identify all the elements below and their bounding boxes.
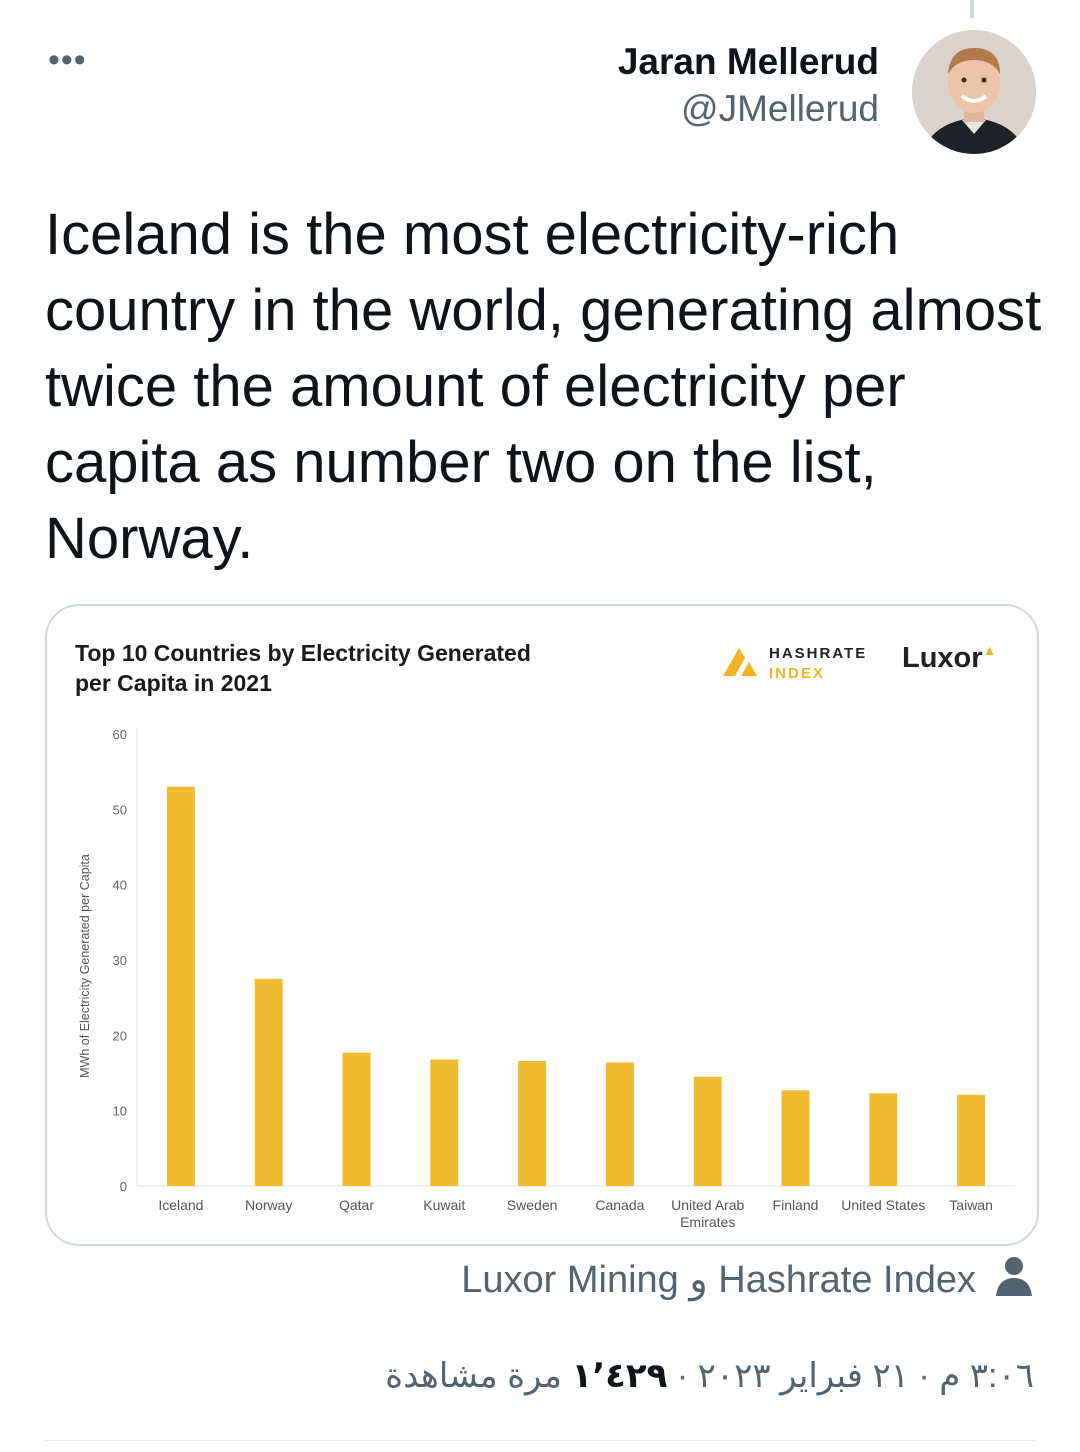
tweet-time[interactable]: ٣:٠٦ م [939, 1357, 1034, 1395]
y-tick-label: 30 [113, 953, 127, 968]
chart-title-line2: per Capita in 2021 [75, 670, 272, 696]
bar-norway [254, 978, 283, 1186]
meta-separator-2: · [676, 1357, 689, 1395]
luxor-logo: Luxor▲ [902, 642, 996, 675]
x-tick-label: Finland [773, 1197, 819, 1213]
thread-line [970, 0, 974, 18]
x-tick-label: Kuwait [423, 1197, 465, 1213]
person-icon [996, 1257, 1032, 1296]
x-tick-label: Canada [595, 1197, 644, 1213]
x-tick-label: Emirates [680, 1214, 735, 1230]
bar-sweden [518, 1060, 547, 1186]
media-attribution[interactable]: Luxor Mining و Hashrate Index [461, 1259, 976, 1301]
bar-chart: 0 10 20 30 40 50 60 MWh of Electricity Generate… [78, 727, 1015, 1230]
bar-finland [781, 1090, 810, 1186]
x-tick-label: Norway [245, 1197, 292, 1213]
x-tick-label: Sweden [507, 1197, 558, 1213]
tweet-meta: ٣:٠٦ م · ٢١ فبراير ٢٠٢٣ · ١٬٤٢٩ مرة مشاه… [385, 1352, 1034, 1400]
bar-united-arab-emirates [693, 1076, 722, 1186]
hashrate-logo-icon [723, 648, 757, 676]
hashrate-index-logo: HASHRATE INDEX [723, 644, 865, 682]
y-tick-label: 0 [120, 1179, 127, 1194]
x-tick-label: Qatar [339, 1197, 374, 1213]
bar-united-states [869, 1093, 898, 1186]
y-tick-label: 60 [113, 727, 127, 742]
x-tick-label: Taiwan [949, 1197, 993, 1213]
meta-separator-1: · [918, 1357, 930, 1395]
bar-iceland [166, 786, 195, 1186]
bar-canada [605, 1062, 634, 1186]
bar-qatar [342, 1052, 371, 1186]
tweet-date[interactable]: ٢١ فبراير ٢٠٢٣ [697, 1357, 910, 1395]
media-card[interactable]: Top 10 Countries by Electricity Generate… [45, 604, 1039, 1246]
avatar[interactable] [912, 30, 1036, 154]
bar-taiwan [957, 1094, 986, 1186]
bar-kuwait [430, 1059, 459, 1186]
hashrate-logo-subtext: INDEX [769, 665, 825, 682]
luxor-logo-text: Luxor [902, 642, 983, 674]
y-tick-label: 20 [113, 1028, 127, 1043]
chart-title: Top 10 Countries by Electricity Generate… [75, 638, 531, 698]
author-block[interactable]: Jaran Mellerud @JMellerud [618, 40, 879, 134]
y-tick-label: 10 [113, 1104, 127, 1119]
tweet-text: Iceland is the most electricity-rich cou… [45, 202, 1042, 571]
author-name[interactable]: Jaran Mellerud [617, 41, 879, 82]
views-count: ١٬٤٢٩ [571, 1357, 668, 1395]
x-tick-label: Iceland [158, 1197, 203, 1213]
y-tick-label: 50 [113, 802, 127, 817]
x-tick-label: United Arab [671, 1197, 744, 1213]
luxor-logo-mark: ▲ [982, 642, 997, 658]
x-tick-label: United States [841, 1197, 925, 1213]
chart-title-line1: Top 10 Countries by Electricity Generate… [75, 640, 531, 666]
more-icon[interactable]: ••• [48, 41, 87, 79]
views-label: مرة مشاهدة [385, 1357, 562, 1395]
y-tick-label: 40 [113, 878, 127, 893]
hashrate-logo-text: HASHRATE [769, 645, 868, 662]
divider [45, 1440, 1035, 1441]
author-handle[interactable]: @JMellerud [681, 88, 879, 129]
y-axis-label: MWh of Electricity Generated per Capita [78, 854, 92, 1078]
